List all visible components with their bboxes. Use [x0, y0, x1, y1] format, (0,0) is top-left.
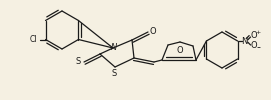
Text: O: O [177, 46, 183, 55]
Text: +: + [255, 30, 260, 36]
Text: N: N [111, 42, 117, 52]
Text: S: S [76, 57, 81, 66]
Text: O: O [150, 28, 157, 36]
Text: Cl: Cl [30, 35, 38, 44]
Text: O: O [250, 42, 257, 50]
Text: N: N [241, 36, 248, 46]
Text: O: O [250, 32, 257, 40]
Text: S: S [111, 69, 117, 78]
Text: -: - [257, 42, 261, 52]
